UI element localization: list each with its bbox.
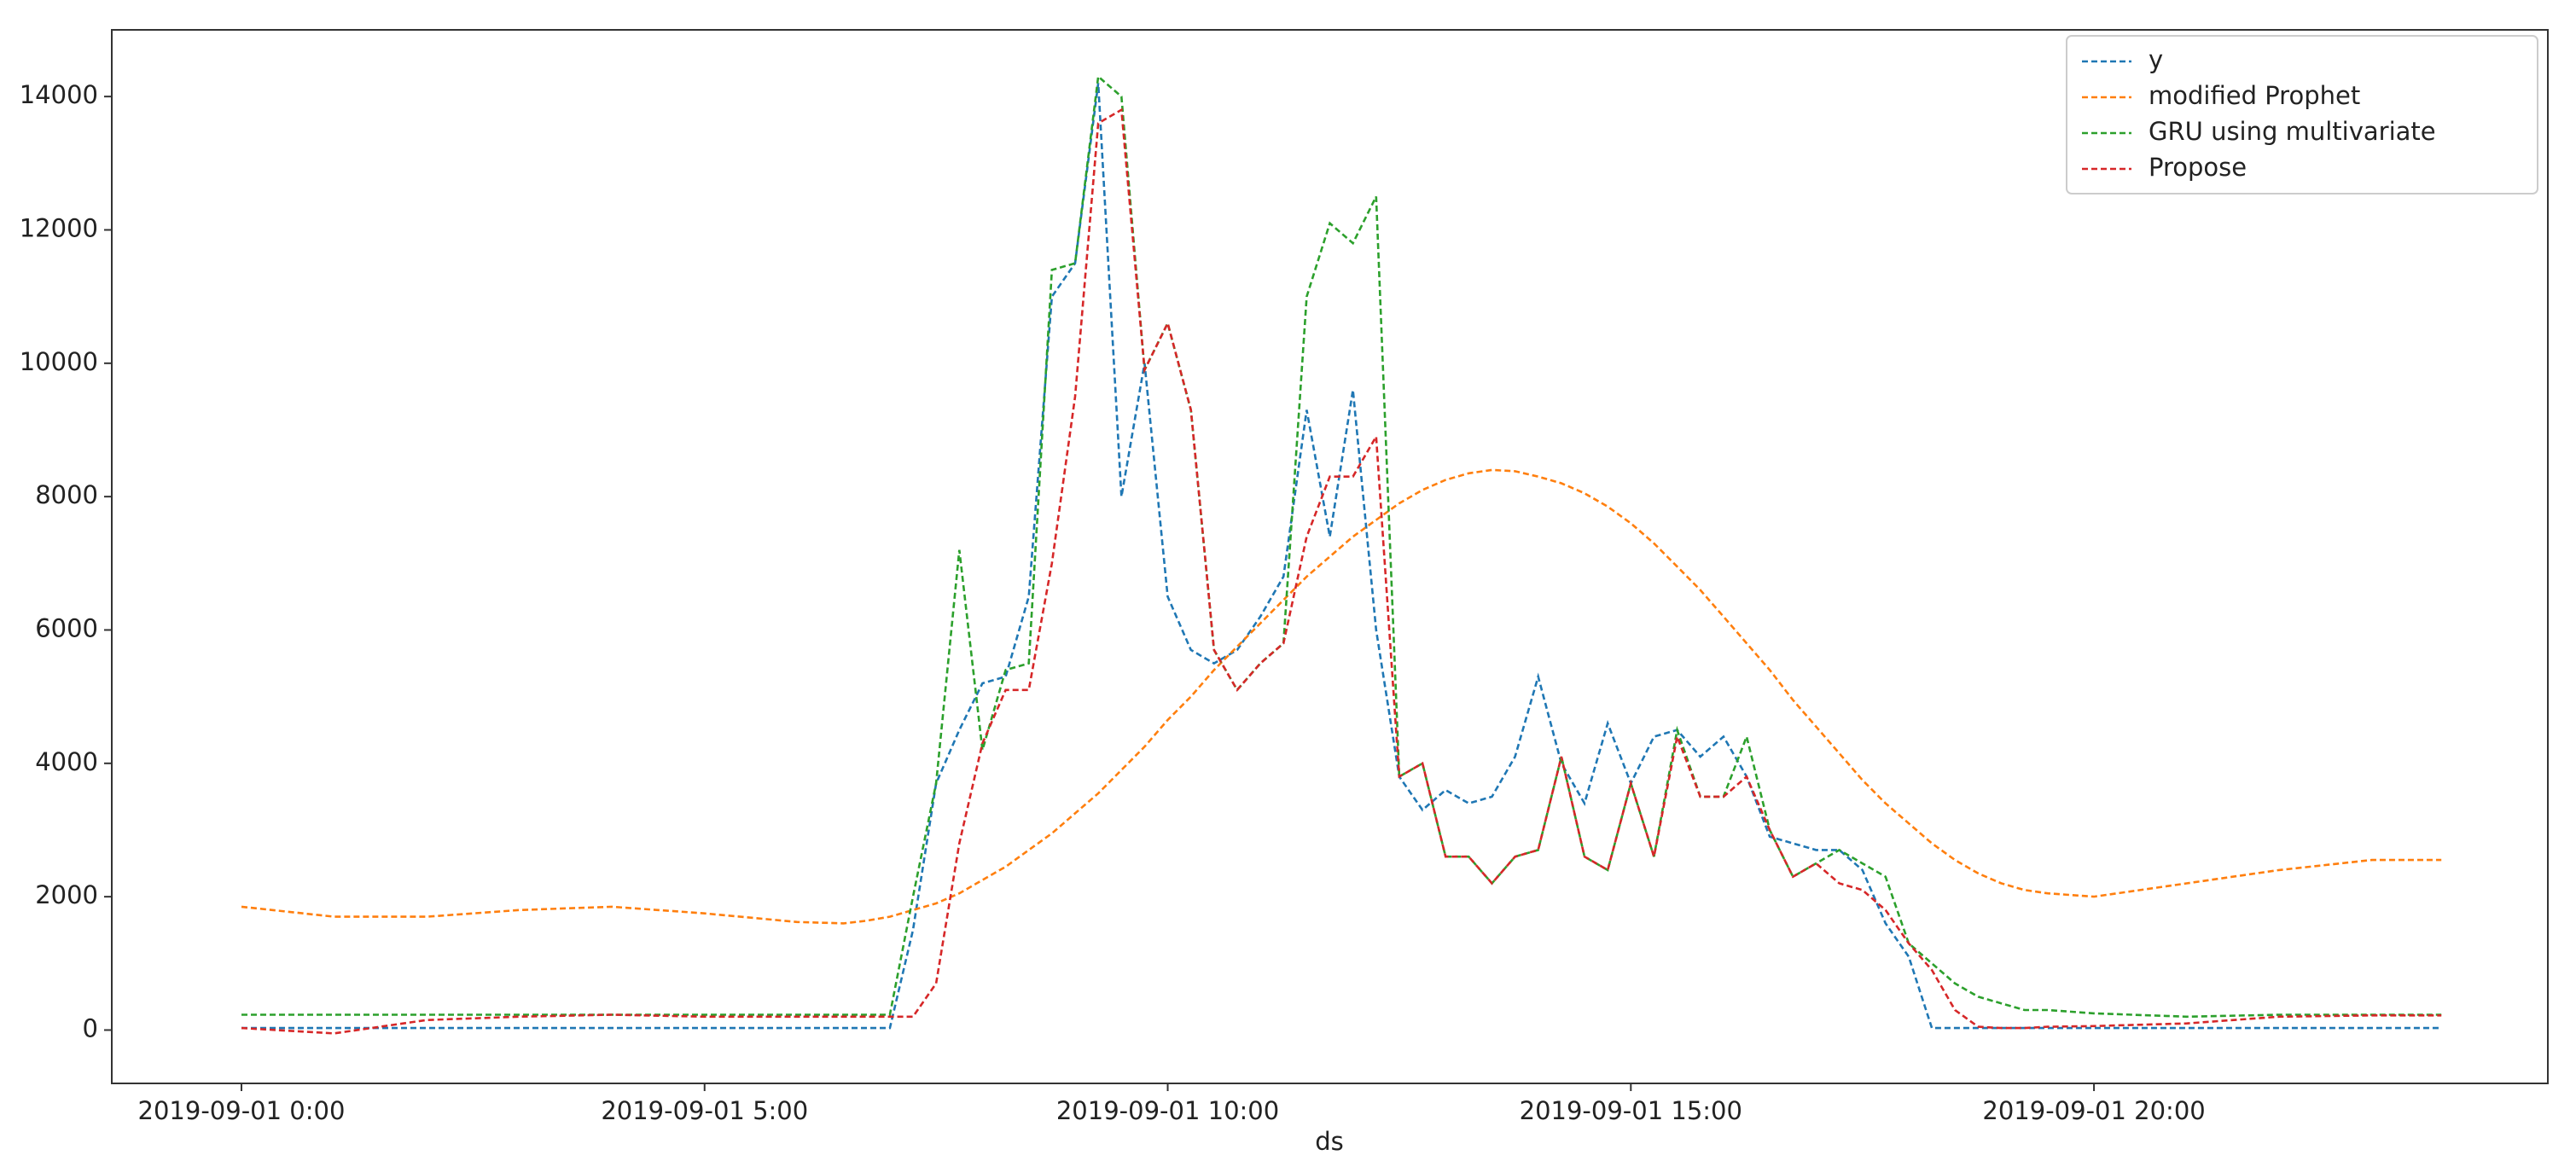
y-tick-label: 14000: [20, 80, 98, 109]
series-line: [241, 74, 2442, 1019]
series-line: [241, 83, 2442, 1030]
x-axis-label: ds: [1315, 1127, 1344, 1156]
legend-box: [2066, 35, 2538, 194]
series-line: [241, 468, 2442, 925]
y-tick-label: 8000: [35, 480, 98, 509]
legend-label: Propose: [2149, 153, 2247, 182]
legend-label: GRU using multivariate: [2149, 117, 2436, 146]
y-tick-label: 10000: [20, 347, 98, 376]
y-tick-label: 12000: [20, 213, 98, 242]
y-tick-label: 0: [83, 1013, 98, 1042]
x-tick-label: 2019-09-01 20:00: [1982, 1096, 2205, 1125]
y-tick-label: 2000: [35, 880, 98, 909]
x-tick-label: 2019-09-01 0:00: [138, 1096, 346, 1125]
series-line: [241, 107, 2442, 1035]
legend-label: modified Prophet: [2149, 81, 2360, 110]
x-tick-label: 2019-09-01 10:00: [1056, 1096, 1279, 1125]
x-tick-label: 2019-09-01 15:00: [1520, 1096, 1742, 1125]
legend-label: y: [2149, 45, 2163, 74]
plot-frame: [111, 29, 2549, 1084]
x-tick-label: 2019-09-01 5:00: [601, 1096, 808, 1125]
y-tick-label: 6000: [35, 613, 98, 642]
y-tick-label: 4000: [35, 747, 98, 776]
